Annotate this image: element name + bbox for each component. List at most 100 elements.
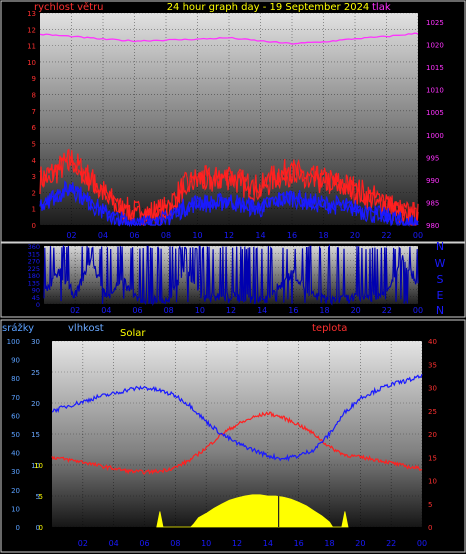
- x-tick-label: 10: [195, 306, 205, 315]
- x-tick-label: 20: [351, 306, 361, 315]
- x-tick-label: 04: [98, 231, 108, 240]
- solar-tick-label: 10: [34, 462, 43, 470]
- rain-tick-label: 0: [16, 524, 20, 532]
- x-tick-label: 18: [318, 231, 328, 240]
- rain-axis-label: srážky: [2, 322, 34, 334]
- pressure-series: [39, 32, 419, 45]
- humidity-tick-label: 0: [36, 524, 40, 532]
- pressure-tick-label: 1010: [426, 87, 444, 95]
- wind-average-series: [39, 180, 419, 228]
- rain-tick-label: 70: [11, 394, 20, 402]
- x-tick-label: 18: [324, 539, 334, 548]
- wind-speed-tick-label: 0: [32, 222, 36, 230]
- x-tick-label: 20: [350, 231, 360, 240]
- wind-speed-tick-label: 4: [32, 157, 37, 165]
- x-tick-label: 08: [164, 306, 174, 315]
- temperature-tick-label: 30: [428, 385, 437, 393]
- humidity-tick-label: 25: [31, 369, 40, 377]
- compass-label-e: E: [437, 289, 444, 302]
- rain-tick-label: 90: [11, 357, 20, 365]
- direction-tick-label: 90: [32, 287, 40, 295]
- humidity-tick-label: 5: [36, 493, 40, 501]
- x-tick-label: 06: [129, 231, 139, 240]
- x-tick-label: 16: [294, 539, 304, 548]
- direction-tick-label: 270: [28, 258, 40, 266]
- x-tick-label: 02: [78, 539, 88, 548]
- x-tick-label: 18: [319, 306, 329, 315]
- solar-series: [156, 494, 349, 528]
- x-tick-label: 04: [101, 306, 111, 315]
- temperature-tick-label: 25: [428, 408, 437, 416]
- x-tick-label: 04: [109, 539, 119, 548]
- wind-average-series-fill: [39, 182, 419, 227]
- x-tick-label: 10: [192, 231, 202, 240]
- rain-tick-label: 40: [11, 450, 20, 458]
- direction-tick-label: 45: [32, 294, 40, 302]
- humidity-tick-label: 15: [31, 431, 40, 439]
- wind-speed-tick-label: 1: [32, 206, 36, 214]
- x-tick-label: 12: [232, 539, 242, 548]
- wind-speed-tick-label: 11: [27, 43, 36, 51]
- rain-tick-label: 100: [7, 338, 20, 346]
- x-tick-label: 00: [417, 539, 427, 548]
- humidity-tick-label: 10: [31, 462, 40, 470]
- rain-tick-label: 50: [11, 431, 20, 439]
- pressure-axis-label: tlak: [372, 2, 391, 13]
- temperature-tick-label: 5: [428, 501, 432, 509]
- pressure-tick-label: 985: [426, 199, 439, 207]
- x-tick-label: 08: [161, 231, 171, 240]
- rain-tick-label: 80: [11, 375, 20, 383]
- wind-speed-tick-label: 6: [32, 124, 37, 132]
- rain-tick-label: 20: [11, 487, 20, 495]
- x-tick-label: 00: [413, 231, 423, 240]
- x-tick-label: 14: [257, 306, 267, 315]
- pressure-tick-label: 1020: [426, 42, 444, 50]
- x-tick-label: 02: [66, 231, 76, 240]
- x-tick-label: 16: [287, 231, 297, 240]
- x-tick-label: 12: [224, 231, 234, 240]
- wind-direction-series: [43, 243, 419, 307]
- direction-tick-label: 135: [28, 279, 40, 287]
- temperature-series: [51, 411, 423, 475]
- humidity-series: [51, 374, 423, 462]
- x-tick-label: 16: [288, 306, 298, 315]
- humidity-tick-label: 20: [31, 400, 40, 408]
- temperature-tick-label: 15: [428, 454, 437, 462]
- wind-speed-tick-label: 5: [32, 140, 36, 148]
- direction-tick-label: 315: [28, 250, 40, 258]
- pressure-tick-label: 1005: [426, 109, 444, 117]
- pressure-tick-label: 990: [426, 177, 439, 185]
- wind-pressure-chart: 24 hour graph day - 19 September 2024 ry…: [0, 0, 466, 243]
- compass-label-n-bottom: N: [436, 304, 444, 317]
- x-tick-label: 10: [201, 539, 211, 548]
- wind-speed-tick-label: 8: [32, 92, 36, 100]
- compass-labels: N W S E N: [435, 240, 446, 317]
- compass-label-s: S: [437, 273, 444, 286]
- rain-tick-label: 30: [11, 468, 20, 476]
- temperature-tick-label: 20: [428, 431, 437, 439]
- x-tick-label: 20: [355, 539, 365, 548]
- x-tick-label: 14: [255, 231, 265, 240]
- rain-tick-label: 10: [11, 505, 20, 513]
- direction-tick-label: 360: [28, 243, 40, 251]
- temperature-tick-label: 35: [428, 361, 437, 369]
- x-tick-label: 00: [413, 306, 423, 315]
- x-tick-label: 14: [263, 539, 273, 548]
- rain-tick-label: 60: [11, 412, 20, 420]
- pressure-tick-label: 1000: [426, 132, 444, 140]
- climate-chart: srážky vlhkost Solar teplota 01020304050…: [0, 319, 466, 553]
- pressure-tick-label: 1015: [426, 64, 444, 72]
- wind-speed-tick-label: 7: [32, 108, 36, 116]
- wind-speed-tick-label: 2: [32, 189, 36, 197]
- x-tick-label: 02: [70, 306, 80, 315]
- humidity-tick-label: 30: [31, 338, 40, 346]
- wind-speed-tick-label: 9: [32, 75, 36, 83]
- temperature-tick-label: 0: [428, 524, 432, 532]
- wind-speed-tick-label: 12: [27, 26, 36, 34]
- pressure-tick-label: 980: [426, 222, 439, 230]
- solar-tick-label: 0: [39, 524, 43, 532]
- wind-speed-tick-label: 3: [32, 173, 36, 181]
- wind-speed-tick-label: 13: [27, 10, 36, 18]
